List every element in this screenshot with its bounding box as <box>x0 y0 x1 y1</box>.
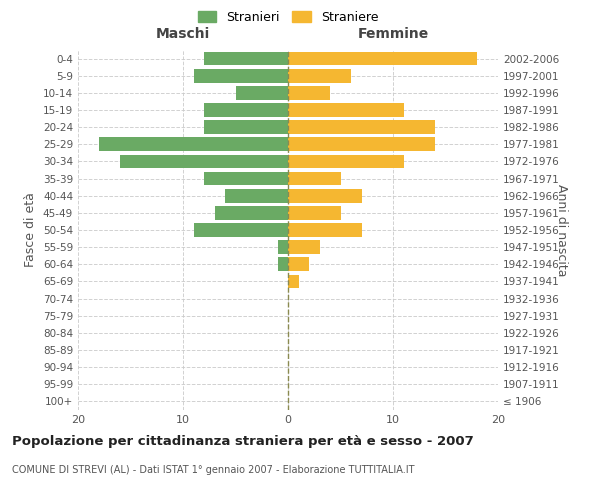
Bar <box>288 120 435 134</box>
Bar <box>288 223 361 237</box>
Bar <box>204 52 288 66</box>
Bar <box>288 69 351 82</box>
Bar <box>120 154 288 168</box>
Bar <box>288 52 477 66</box>
Legend: Stranieri, Straniere: Stranieri, Straniere <box>193 6 383 29</box>
Bar <box>277 240 288 254</box>
Text: Maschi: Maschi <box>156 28 210 42</box>
Bar <box>288 86 330 100</box>
Bar <box>204 103 288 117</box>
Bar <box>193 223 288 237</box>
Y-axis label: Anni di nascita: Anni di nascita <box>555 184 568 276</box>
Bar <box>288 103 404 117</box>
Bar <box>288 274 299 288</box>
Bar <box>193 69 288 82</box>
Bar <box>215 206 288 220</box>
Bar <box>288 172 341 185</box>
Bar <box>204 172 288 185</box>
Bar <box>288 206 341 220</box>
Bar <box>99 138 288 151</box>
Bar <box>288 258 309 271</box>
Text: Femmine: Femmine <box>358 28 428 42</box>
Bar <box>225 189 288 202</box>
Y-axis label: Fasce di età: Fasce di età <box>25 192 37 268</box>
Text: COMUNE DI STREVI (AL) - Dati ISTAT 1° gennaio 2007 - Elaborazione TUTTITALIA.IT: COMUNE DI STREVI (AL) - Dati ISTAT 1° ge… <box>12 465 415 475</box>
Bar <box>204 120 288 134</box>
Bar <box>277 258 288 271</box>
Bar <box>288 240 320 254</box>
Bar <box>288 138 435 151</box>
Bar <box>288 189 361 202</box>
Bar <box>288 154 404 168</box>
Bar <box>235 86 288 100</box>
Text: Popolazione per cittadinanza straniera per età e sesso - 2007: Popolazione per cittadinanza straniera p… <box>12 435 474 448</box>
